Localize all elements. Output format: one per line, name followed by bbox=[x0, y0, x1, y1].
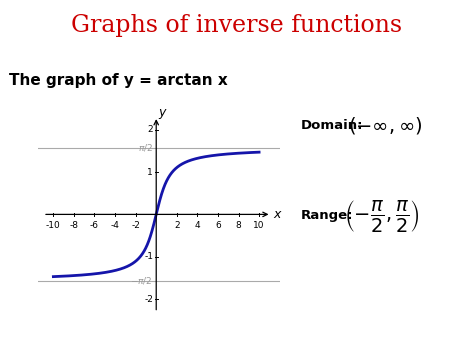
Text: Graphs of inverse functions: Graphs of inverse functions bbox=[72, 14, 402, 37]
Text: 8: 8 bbox=[236, 221, 241, 230]
Text: -2: -2 bbox=[131, 221, 140, 230]
Text: 10: 10 bbox=[253, 221, 265, 230]
Text: 2: 2 bbox=[174, 221, 180, 230]
Text: 2: 2 bbox=[147, 125, 153, 134]
Text: -10: -10 bbox=[46, 221, 61, 230]
Text: 1: 1 bbox=[147, 168, 153, 176]
Text: $-\pi/2$: $-\pi/2$ bbox=[130, 275, 153, 286]
Text: $\pi/2$: $\pi/2$ bbox=[138, 142, 153, 153]
Text: -1: -1 bbox=[144, 252, 153, 261]
Text: $\left(-\dfrac{\pi}{2},\dfrac{\pi}{2}\right)$: $\left(-\dfrac{\pi}{2},\dfrac{\pi}{2}\ri… bbox=[344, 198, 419, 234]
Text: Domain:: Domain: bbox=[301, 119, 364, 132]
Text: -6: -6 bbox=[90, 221, 99, 230]
Text: 6: 6 bbox=[215, 221, 221, 230]
Text: $x$: $x$ bbox=[273, 208, 283, 221]
Text: -8: -8 bbox=[69, 221, 78, 230]
Text: The graph of y = arctan x: The graph of y = arctan x bbox=[9, 73, 228, 88]
Text: Range:: Range: bbox=[301, 209, 354, 222]
Text: $y$: $y$ bbox=[158, 107, 168, 121]
Text: $(-\infty, \infty)$: $(-\infty, \infty)$ bbox=[348, 115, 423, 136]
Text: 4: 4 bbox=[194, 221, 200, 230]
Text: -4: -4 bbox=[110, 221, 119, 230]
Text: -2: -2 bbox=[144, 294, 153, 303]
